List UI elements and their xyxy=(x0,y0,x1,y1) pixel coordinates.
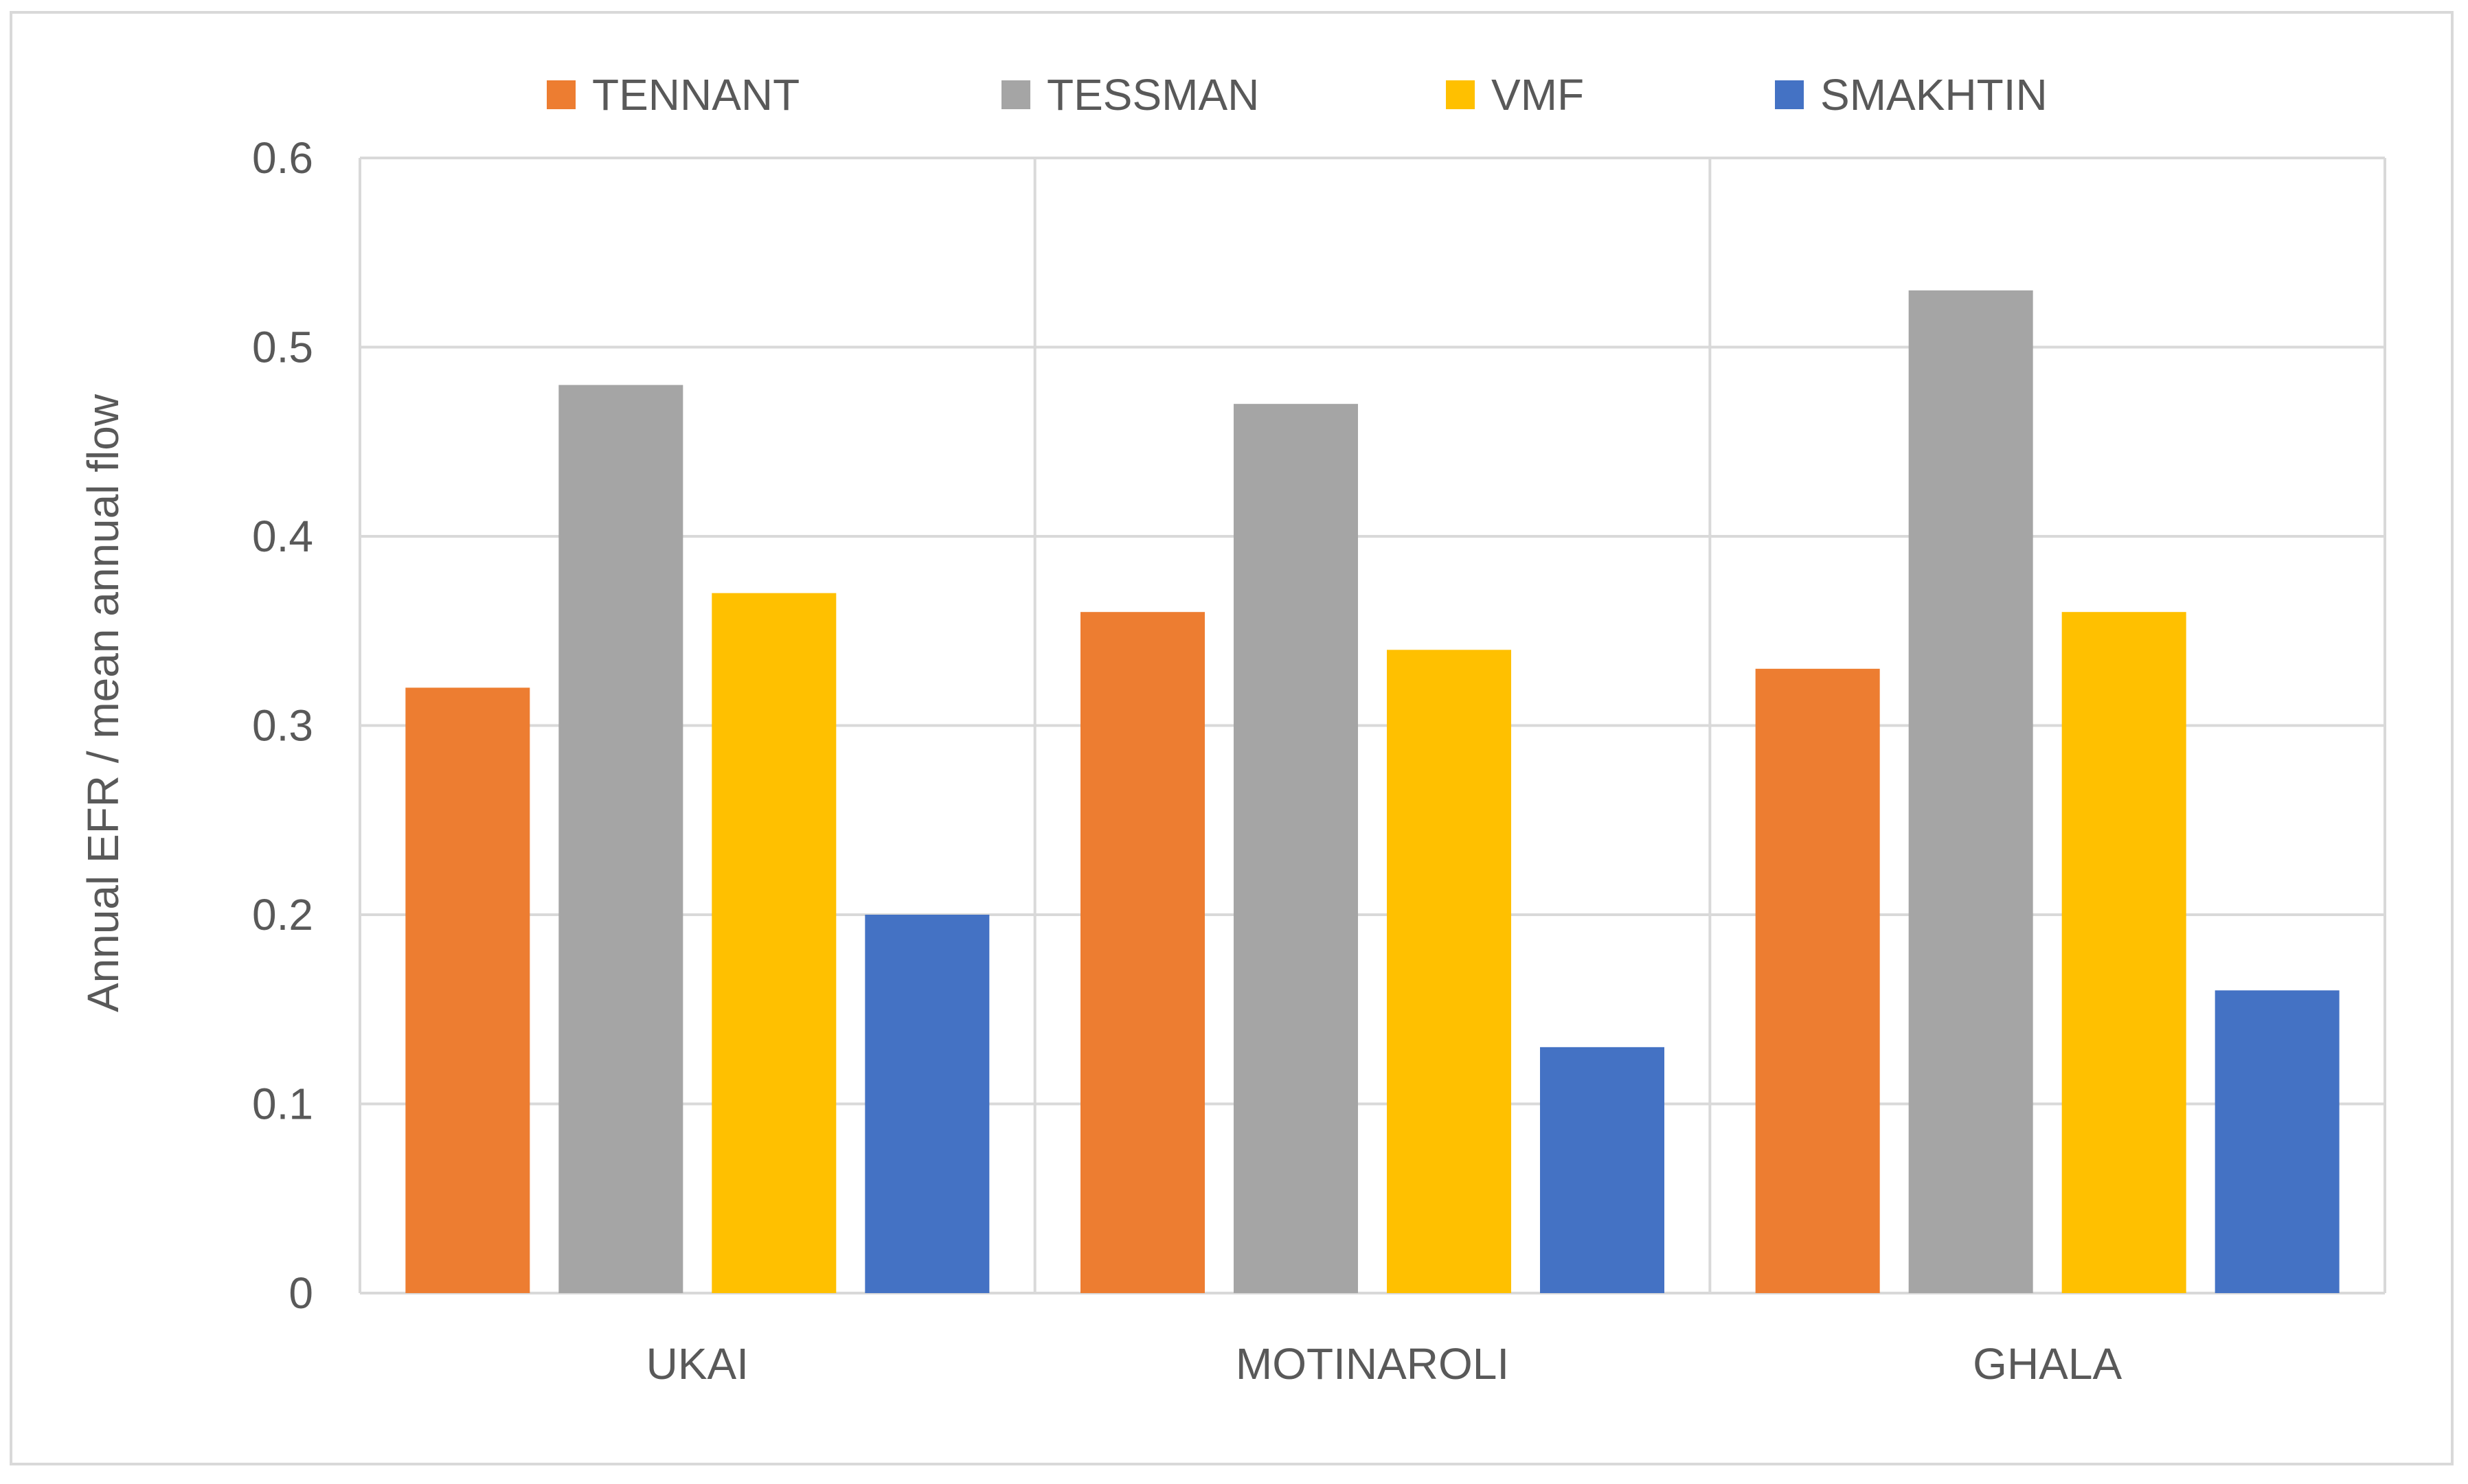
x-category-labels: UKAI MOTINAROLI GHALA xyxy=(646,1339,2122,1389)
bar-tessman-ukai xyxy=(558,385,683,1293)
legend-label: VMF xyxy=(1491,70,1584,119)
bar-smakhtin-ukai xyxy=(865,915,990,1293)
y-axis-title: Annual EFR / mean annual flow xyxy=(78,393,128,1012)
legend-swatch xyxy=(1001,80,1030,109)
legend-item-smakhtin: SMAKHTIN xyxy=(1775,70,2048,119)
legend-swatch xyxy=(1446,80,1475,109)
bar-tennant-ghala xyxy=(1755,668,1880,1293)
bar-tessman-motinaroli xyxy=(1234,404,1358,1293)
y-tick-label: 0 xyxy=(288,1268,313,1318)
bar-vmf-ukai xyxy=(712,593,837,1293)
legend: TENNANT TESSMAN VMF SMAKHTIN xyxy=(547,70,2048,119)
bar-tennant-motinaroli xyxy=(1080,612,1205,1293)
y-tick-label: 0.2 xyxy=(252,890,313,939)
y-tick-labels: 0 0.1 0.2 0.3 0.4 0.5 0.6 xyxy=(252,133,313,1318)
x-category-label: MOTINAROLI xyxy=(1236,1339,1509,1389)
legend-swatch xyxy=(547,80,576,109)
legend-swatch xyxy=(1775,80,1804,109)
legend-item-vmf: VMF xyxy=(1446,70,1584,119)
bar-vmf-ghala xyxy=(2061,612,2186,1293)
legend-item-tessman: TESSMAN xyxy=(1001,70,1259,119)
bar-vmf-motinaroli xyxy=(1387,650,1511,1293)
x-category-label: GHALA xyxy=(1973,1339,2122,1389)
y-tick-label: 0.4 xyxy=(252,512,313,561)
y-tick-label: 0.3 xyxy=(252,701,313,751)
legend-label: TENNANT xyxy=(592,70,800,119)
bar-tennant-ukai xyxy=(405,687,530,1293)
y-tick-label: 0.6 xyxy=(252,133,313,183)
legend-label: SMAKHTIN xyxy=(1820,70,2048,119)
gridlines xyxy=(359,157,2386,1294)
y-axis-title-group: Annual EFR / mean annual flow xyxy=(78,393,128,1012)
y-tick-label: 0.1 xyxy=(252,1080,313,1129)
bar-tessman-ghala xyxy=(1908,290,2033,1294)
bars xyxy=(405,290,2340,1294)
legend-item-tennant: TENNANT xyxy=(547,70,800,119)
bar-smakhtin-ghala xyxy=(2215,990,2340,1293)
x-category-label: UKAI xyxy=(646,1339,749,1389)
legend-label: TESSMAN xyxy=(1047,70,1259,119)
y-tick-label: 0.5 xyxy=(252,323,313,372)
bar-smakhtin-motinaroli xyxy=(1540,1047,1664,1293)
